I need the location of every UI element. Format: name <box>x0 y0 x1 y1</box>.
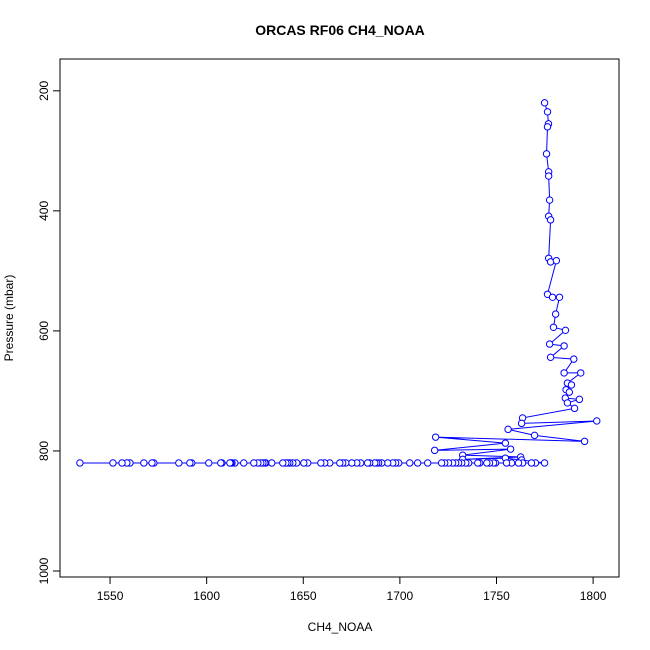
data-point <box>561 326 570 335</box>
data-point <box>567 381 576 389</box>
data-point <box>348 459 356 467</box>
data-point <box>570 404 579 413</box>
y-tick-label: 600 <box>37 321 51 341</box>
data-point <box>560 369 568 377</box>
chart-title: ORCAS RF06 CH4_NOAA <box>255 22 425 38</box>
data-point <box>543 123 552 131</box>
data-point <box>542 150 551 158</box>
x-tick-label: 1600 <box>193 589 220 603</box>
data-point <box>549 323 558 332</box>
data-point <box>250 459 258 467</box>
data-point <box>560 342 568 350</box>
data-point <box>546 258 555 266</box>
data-point <box>555 293 564 301</box>
data-point <box>580 437 589 446</box>
data-point <box>517 419 526 428</box>
data-point <box>506 445 515 453</box>
data-point <box>540 459 549 467</box>
plot-frame <box>59 58 620 578</box>
data-point <box>300 459 308 467</box>
data-point <box>406 459 414 467</box>
data-point <box>217 459 225 467</box>
data-point <box>109 459 117 467</box>
x-axis-label: CH4_NOAA <box>308 620 373 634</box>
data-point <box>240 459 248 467</box>
data-point <box>205 459 213 467</box>
x-tick-label: 1700 <box>387 589 414 603</box>
data-point <box>363 459 372 467</box>
data-point <box>575 395 584 404</box>
data-point <box>431 433 440 441</box>
data-point <box>140 459 148 467</box>
data-point <box>565 388 574 396</box>
data-point <box>76 459 84 467</box>
x-tick-label: 1550 <box>97 589 124 603</box>
data-point <box>540 99 549 107</box>
y-tick-label: 200 <box>37 80 51 100</box>
data-point <box>268 459 276 467</box>
data-point <box>563 399 572 407</box>
data-point <box>384 459 392 467</box>
data-point <box>474 459 482 467</box>
data-point <box>570 355 578 363</box>
data-point <box>186 459 194 467</box>
data-point <box>544 172 553 180</box>
y-tick-label: 800 <box>37 441 51 461</box>
data-point <box>175 459 183 467</box>
data-point <box>593 417 601 425</box>
data-point <box>501 439 510 447</box>
data-point <box>430 446 439 455</box>
data-point <box>577 369 585 377</box>
data-point <box>502 459 511 467</box>
data-point <box>424 459 432 467</box>
data-point <box>413 459 422 467</box>
y-axis-label: Pressure (mbar) <box>2 275 16 362</box>
data-point <box>118 459 126 467</box>
data-point <box>546 353 555 362</box>
y-tick-label: 400 <box>37 201 51 221</box>
data-point <box>543 108 552 116</box>
data-point <box>552 256 561 265</box>
data-point <box>317 459 325 467</box>
x-tick-label: 1750 <box>483 589 510 603</box>
data-point <box>551 310 560 318</box>
data-point <box>279 459 287 467</box>
data-point <box>548 293 557 301</box>
data-point <box>504 425 512 434</box>
data-point <box>546 216 555 224</box>
data-point <box>226 459 234 467</box>
y-tick-label: 1000 <box>37 557 51 584</box>
data-point <box>483 459 491 467</box>
data-point <box>514 459 523 467</box>
data-point <box>545 340 554 348</box>
data-point <box>437 459 446 467</box>
x-tick-label: 1800 <box>580 589 607 603</box>
data-point <box>336 459 344 467</box>
data-point <box>530 431 539 440</box>
data-point <box>148 459 156 467</box>
data-point <box>545 196 554 204</box>
data-point <box>527 459 536 467</box>
x-tick-label: 1650 <box>290 589 317 603</box>
